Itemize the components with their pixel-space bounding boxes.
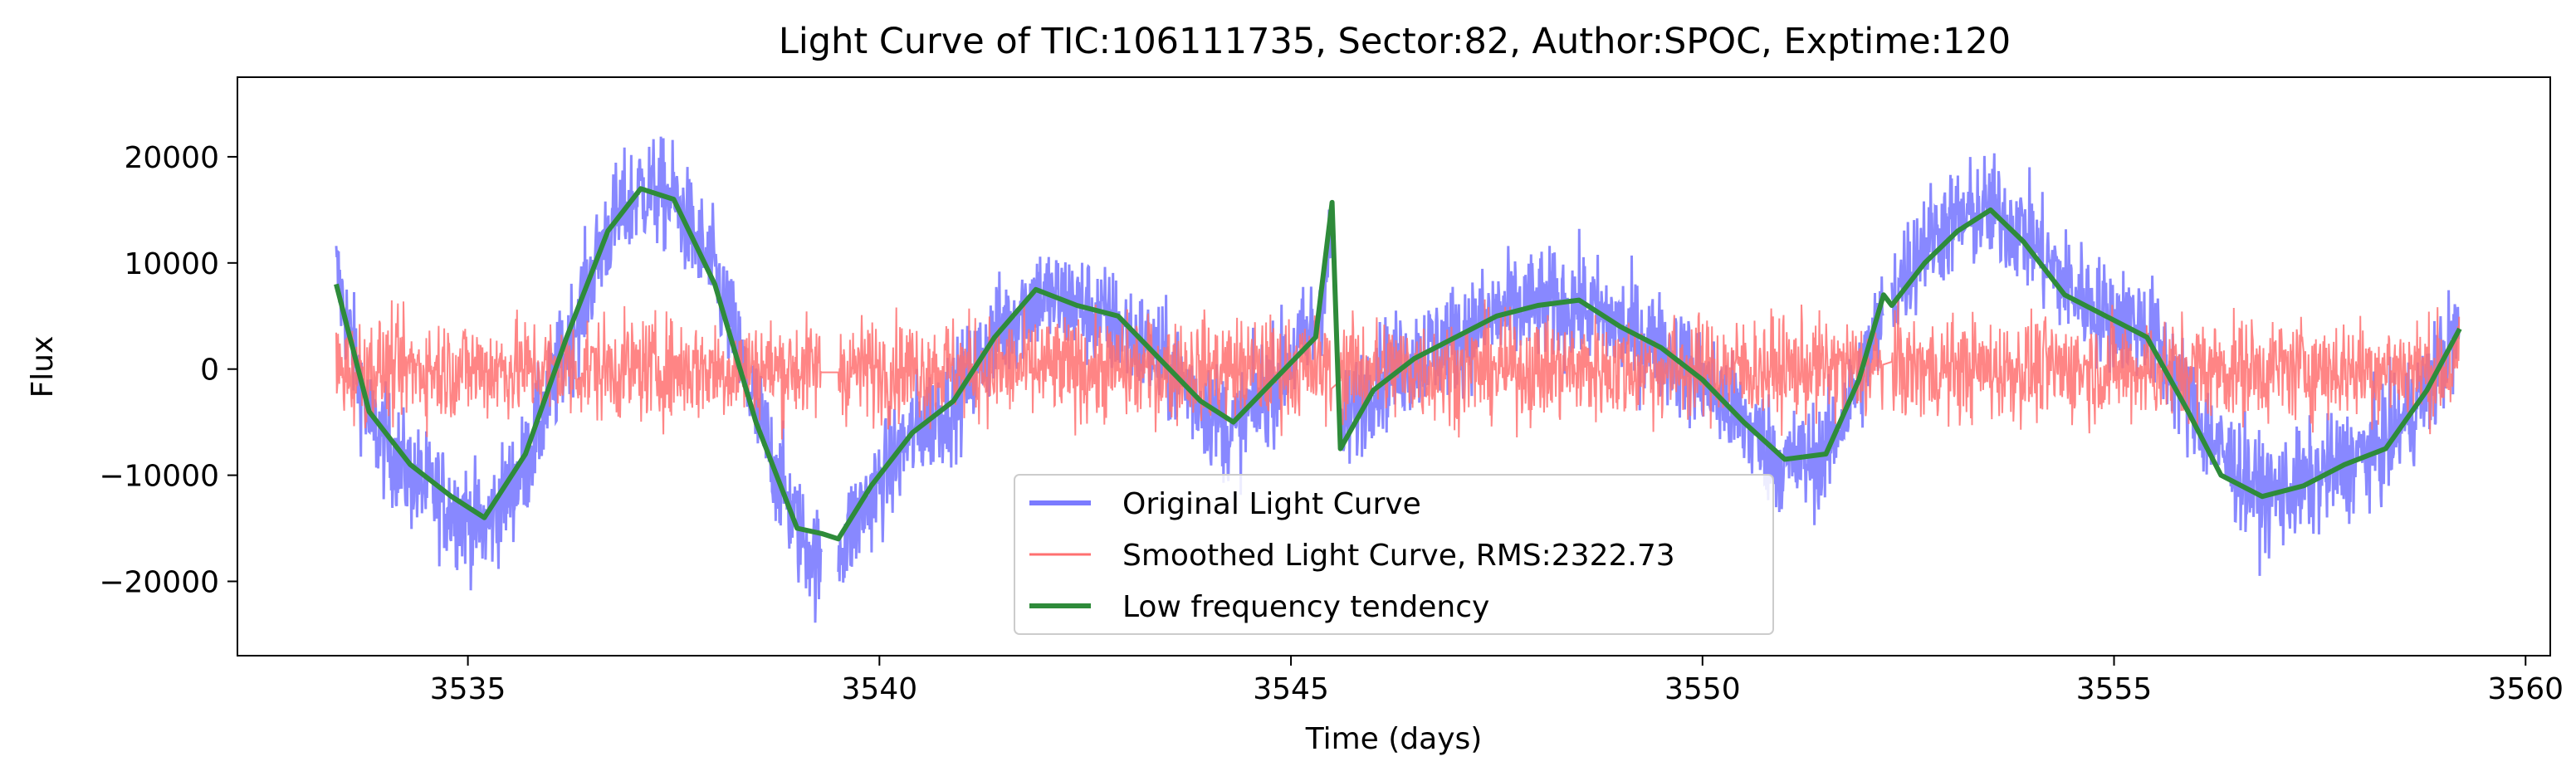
y-axis-label: Flux <box>26 336 60 398</box>
smoothed-light-curve-line <box>335 299 2461 440</box>
x-tick-label: 3545 <box>1253 672 1329 706</box>
y-tick-label: 20000 <box>124 141 219 175</box>
series-low-frequency-tendency <box>334 186 2462 542</box>
y-tick-label: −20000 <box>99 565 219 599</box>
series-layer <box>334 136 2462 623</box>
chart-title: Light Curve of TIC:106111735, Sector:82,… <box>779 21 2011 62</box>
y-tick-label: 10000 <box>124 247 219 281</box>
series-smoothed-light-curve <box>335 299 2461 440</box>
x-tick-label: 3535 <box>430 672 506 706</box>
y-tick-label: −10000 <box>99 460 219 494</box>
x-axis: 3535 3540 3545 3550 3555 3560 <box>430 656 2564 706</box>
legend: Original Light Curve Smoothed Light Curve… <box>1014 474 1774 635</box>
x-tick-label: 3550 <box>1664 672 1741 706</box>
original-light-curve-segment-4 <box>1890 153 2461 576</box>
y-axis: −20000 −10000 0 10000 20000 <box>99 141 237 599</box>
x-tick-label: 3560 <box>2487 672 2564 706</box>
legend-label: Low frequency tendency <box>1122 590 1489 624</box>
legend-box <box>1014 474 1774 635</box>
plot-frame <box>237 76 2551 657</box>
legend-label: Smoothed Light Curve, RMS:2322.73 <box>1122 539 1675 573</box>
x-tick-label: 3540 <box>842 672 918 706</box>
legend-label: Original Light Curve <box>1122 487 1421 521</box>
y-tick-label: 0 <box>200 354 219 388</box>
original-light-curve-segment-2 <box>837 209 1333 583</box>
x-tick-label: 3555 <box>2076 672 2153 706</box>
x-axis-label: Time (days) <box>1305 722 1483 756</box>
